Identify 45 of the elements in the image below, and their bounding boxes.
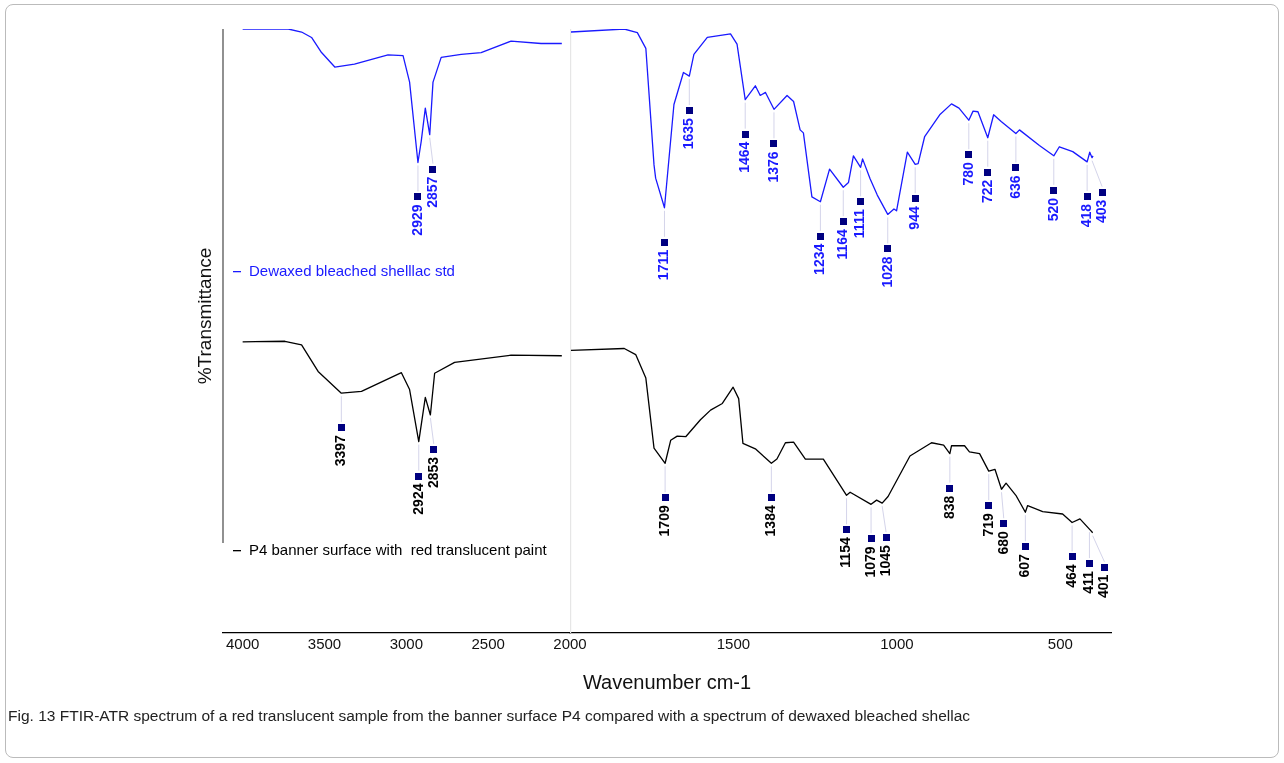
x-tick-label: 2500 [471, 635, 505, 653]
annotation: 1711 [655, 249, 672, 281]
annotation: 2929 [408, 204, 425, 236]
annotation: 680 [994, 531, 1011, 555]
x-tick-label: 1500 [716, 635, 751, 653]
annotation: 1079 [861, 546, 878, 578]
annotation: 1635 [680, 117, 697, 150]
caption: Fig. 13 FTIR-ATR spectrum of a red translucent sample from the banner surface P4 compared with a spectrum of dewaxed bleached shellac [8, 706, 972, 726]
y-axis-title: %Transmittance [194, 247, 216, 385]
x-tick-label: 1000 [880, 635, 914, 653]
annotation: 1384 [762, 505, 779, 537]
annotation: 607 [1016, 553, 1033, 578]
annotation: 403 [1093, 199, 1109, 224]
annotation: 1154 [837, 537, 854, 568]
annotation: 411 [1080, 570, 1097, 594]
legend-label: Dewaxed bleached shelllac std [249, 261, 455, 279]
annotation: 1376 [764, 151, 781, 183]
annotation: 3397 [332, 435, 349, 467]
annotation: 2853 [424, 456, 441, 489]
x-tick-label: 4000 [225, 635, 260, 653]
annotation: 1709 [655, 505, 672, 537]
annotation: 1234 [811, 243, 828, 275]
annotation: 1164 [834, 229, 851, 260]
x-axis-title: Wavenumber cm-1 [582, 671, 752, 694]
annotation: 838 [940, 495, 957, 519]
annotation: 722 [978, 179, 995, 204]
annotation: 520 [1044, 197, 1061, 222]
annotation: 636 [1006, 175, 1023, 199]
annotation: 1464 [736, 141, 753, 173]
annotation: 944 [906, 206, 923, 230]
annotation: 1111 [851, 209, 868, 239]
x-tick-label: 3500 [307, 635, 342, 653]
annotation: 1028 [878, 256, 895, 288]
annotation: 719 [979, 512, 996, 537]
x-tick-label: 2000 [553, 635, 587, 653]
x-tick-label: 500 [1047, 635, 1073, 653]
annotation: 2857 [423, 176, 440, 208]
annotation: 464 [1062, 564, 1079, 588]
annotation: 2924 [409, 483, 426, 515]
annotation: 401 [1095, 574, 1112, 599]
legend-label: P4 banner surface with red translucent paint [249, 540, 548, 558]
annotation: 780 [959, 161, 976, 186]
annotation: 1045 [876, 544, 893, 577]
annotation: 418 [1078, 203, 1094, 228]
x-tick-label: 3000 [389, 635, 424, 653]
